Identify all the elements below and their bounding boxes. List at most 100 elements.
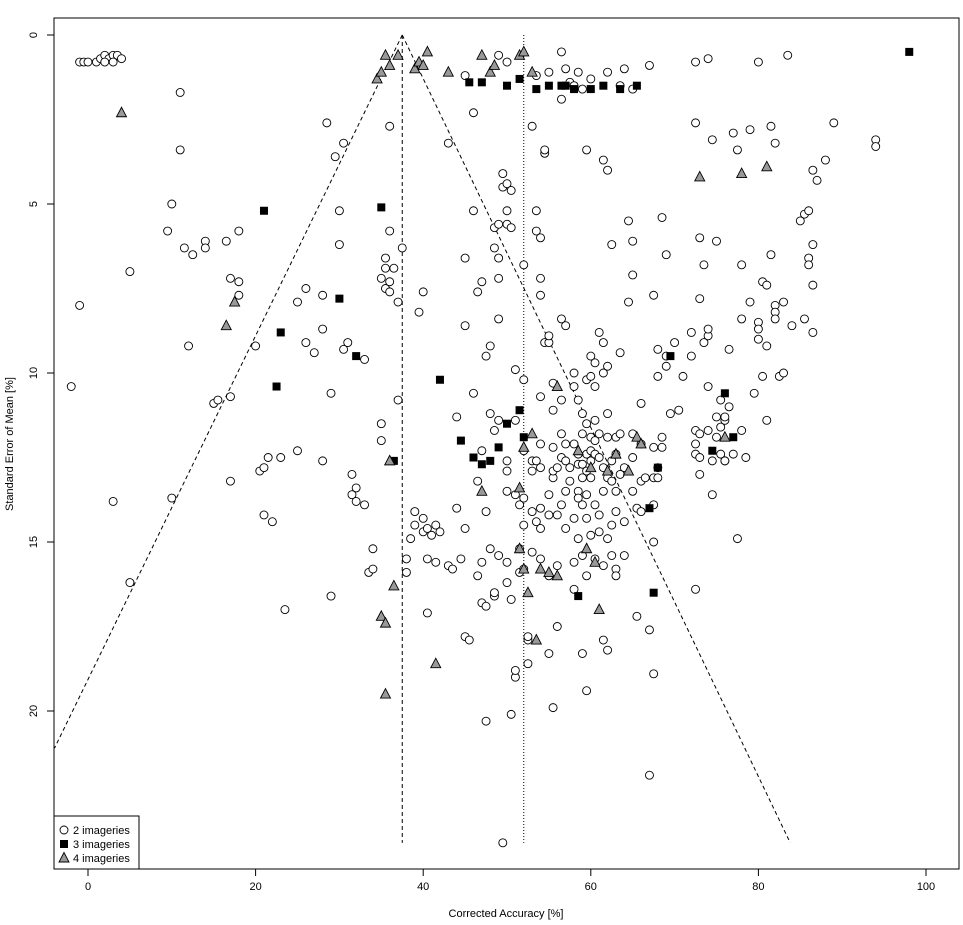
data-point <box>666 352 675 361</box>
data-point <box>594 527 604 537</box>
data-point <box>628 270 638 280</box>
data-point <box>318 324 328 334</box>
data-point <box>707 490 717 500</box>
data-point <box>741 453 751 462</box>
data-point <box>494 415 504 425</box>
data-point <box>544 331 554 341</box>
data-point <box>527 547 537 557</box>
data-point <box>469 388 478 398</box>
data-point <box>619 517 629 527</box>
data-point <box>569 584 579 594</box>
data-point <box>565 463 575 473</box>
data-point <box>163 226 173 236</box>
data-point <box>117 54 126 64</box>
data-point <box>737 260 747 270</box>
funnel-left-line <box>54 34 403 749</box>
data-point <box>561 439 571 449</box>
data-point <box>388 579 400 591</box>
data-point <box>594 453 604 462</box>
data-point <box>477 277 487 287</box>
data-point <box>590 382 600 391</box>
y-axis-title: Standard Error of Mean [%] <box>4 377 16 511</box>
data-point <box>753 324 763 334</box>
data-point <box>175 145 185 155</box>
data-point <box>716 449 726 459</box>
x-axis: 0 20 40 60 80 100 <box>85 868 935 893</box>
data-point <box>719 430 731 442</box>
data-point <box>691 57 700 67</box>
data-point <box>572 444 584 456</box>
data-point <box>526 427 538 439</box>
funnel-lines <box>54 34 791 844</box>
data-point <box>75 300 85 310</box>
data-point <box>586 473 596 483</box>
data-point <box>376 273 386 283</box>
data-point <box>594 429 604 439</box>
data-point <box>476 48 488 60</box>
data-point <box>326 388 336 398</box>
data-point <box>693 170 706 182</box>
data-point <box>259 463 269 473</box>
data-point <box>766 250 776 260</box>
data-point <box>115 106 128 118</box>
data-point <box>389 456 398 465</box>
data-point <box>536 503 545 513</box>
y-tick-label: 15 <box>28 536 40 548</box>
data-point <box>519 375 529 385</box>
data-point <box>770 138 780 148</box>
data-point <box>703 382 713 391</box>
data-point <box>586 530 596 540</box>
data-point <box>326 591 336 601</box>
data-point <box>586 371 596 381</box>
data-point <box>758 371 768 381</box>
data-point <box>548 405 558 415</box>
data-point <box>473 571 483 581</box>
data-point <box>561 64 571 74</box>
data-point <box>379 687 392 699</box>
data-point <box>573 534 583 544</box>
data-point <box>737 314 747 324</box>
x-tick-label: 20 <box>249 881 261 893</box>
data-point <box>469 108 478 118</box>
data-point <box>733 534 742 544</box>
legend: 2 imageries 3 imageries 4 imageries <box>53 815 140 870</box>
data-point <box>351 483 361 493</box>
data-point <box>631 430 643 442</box>
data-point <box>435 375 444 384</box>
data-point <box>167 493 177 503</box>
data-point <box>699 260 709 270</box>
data-point <box>526 65 538 77</box>
data-point <box>540 145 550 155</box>
x-tick-label: 40 <box>417 881 429 893</box>
data-point <box>488 58 501 70</box>
series-2 <box>259 47 914 601</box>
data-point <box>469 453 478 462</box>
data-point <box>494 273 504 283</box>
data-point <box>460 253 470 263</box>
legend-marker <box>60 840 68 848</box>
data-point <box>703 54 713 64</box>
y-tick-label: 20 <box>28 705 40 717</box>
data-point <box>589 555 601 567</box>
data-point <box>515 406 524 415</box>
series-3 <box>115 45 773 699</box>
data-point <box>469 206 478 216</box>
data-point <box>649 290 659 300</box>
data-point <box>422 554 432 564</box>
data-point <box>733 145 742 155</box>
data-point <box>804 260 814 270</box>
data-point <box>594 327 604 337</box>
data-point <box>557 429 566 439</box>
data-point <box>276 328 285 337</box>
data-point <box>506 223 516 233</box>
data-point <box>220 319 233 331</box>
data-point <box>577 84 587 94</box>
data-point <box>548 703 558 713</box>
data-point <box>503 81 511 90</box>
data-point <box>179 243 189 253</box>
data-point <box>585 461 597 473</box>
data-point <box>518 440 530 452</box>
data-point <box>460 71 470 81</box>
data-point <box>527 466 537 476</box>
data-point <box>593 603 605 615</box>
